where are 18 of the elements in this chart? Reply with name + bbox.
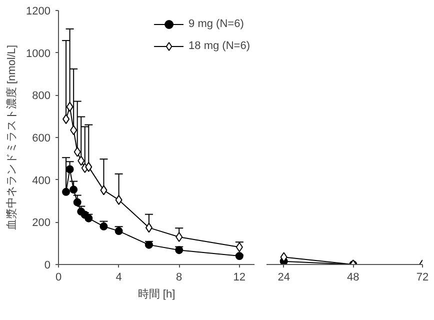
legend-label: 18 mg (N=6) (188, 40, 250, 52)
x-tick-label: 72 (416, 272, 429, 284)
y-tick-label: 0 (44, 260, 51, 272)
x-tick-label: 12 (233, 272, 246, 284)
y-tick-label: 400 (32, 174, 51, 187)
y-axis-title: 血漿中ネランドミラスト濃度 [nmol/L] (5, 44, 18, 230)
y-tick-label: 1000 (26, 48, 51, 60)
x-axis-title: 時間 [h] (138, 288, 176, 300)
x-tick-label: 4 (116, 272, 122, 284)
x-tick-label: 0 (55, 272, 62, 284)
y-tick-label: 1200 (26, 6, 51, 18)
y-tick-label: 200 (32, 217, 51, 230)
x-tick-label: 48 (347, 272, 360, 284)
x-tick-label: 8 (176, 272, 182, 284)
legend-label: 9 mg (N=6) (188, 18, 244, 30)
x-tick-label: 24 (278, 272, 290, 284)
y-tick-label: 800 (32, 90, 51, 102)
y-tick-label: 600 (32, 132, 51, 144)
